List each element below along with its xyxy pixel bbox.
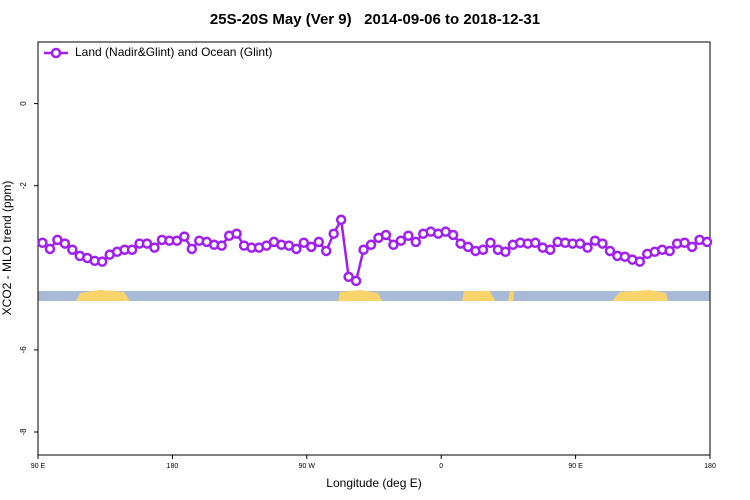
data-point	[149, 242, 160, 253]
data-point	[365, 239, 377, 251]
data-point	[544, 244, 556, 255]
data-point	[574, 238, 586, 249]
land-patch	[462, 291, 495, 301]
land-patch	[612, 290, 668, 301]
data-point	[141, 238, 153, 249]
land-patch	[508, 291, 514, 301]
data-point	[477, 244, 489, 255]
legend-label: Land (Nadir&Glint) and Ocean (Glint)	[75, 45, 272, 59]
data-point	[59, 238, 71, 249]
land-patch	[338, 290, 382, 301]
data-point	[530, 237, 541, 249]
data-point	[597, 238, 608, 249]
data-point	[462, 241, 474, 253]
data-point	[634, 256, 646, 267]
data-point	[179, 231, 190, 242]
y-tick-label: -2	[19, 182, 28, 190]
data-point	[313, 236, 324, 248]
legend-marker	[50, 47, 62, 59]
data-point	[358, 244, 369, 255]
data-point	[395, 235, 407, 246]
data-point	[126, 244, 138, 255]
data-point	[186, 243, 198, 255]
x-tick-label: 0	[439, 463, 443, 470]
data-point	[298, 237, 310, 249]
data-point	[350, 275, 362, 287]
data-point	[380, 229, 392, 241]
x-tick-label: 90 E	[568, 463, 583, 470]
data-point	[604, 245, 616, 257]
x-tick-label: 180	[167, 463, 179, 470]
data-point	[582, 242, 593, 253]
data-point	[306, 241, 317, 253]
data-point	[485, 237, 496, 249]
x-tick-label: 90 W	[299, 463, 316, 470]
data-point	[44, 243, 56, 255]
data-point	[686, 241, 698, 253]
data-point	[96, 256, 108, 267]
data-point	[328, 228, 339, 239]
land-mask	[38, 290, 710, 301]
x-tick-label: 180	[704, 463, 716, 470]
y-tick-label: -6	[19, 346, 28, 354]
plot-frame	[37, 41, 711, 456]
data-point	[388, 239, 399, 251]
data-point	[335, 214, 347, 226]
data-point	[679, 237, 690, 249]
data-point	[320, 245, 332, 257]
data-point	[447, 229, 459, 241]
data-point	[291, 243, 302, 255]
data-point	[67, 244, 78, 255]
data-point	[403, 230, 414, 242]
y-axis-label: XCO2 - MLO trend (ppm)	[0, 181, 14, 316]
y-tick-label: 0	[19, 101, 28, 106]
y-tick-label: -8	[19, 428, 28, 436]
data-point	[664, 245, 675, 257]
data-point	[37, 237, 48, 249]
data-point	[343, 271, 354, 283]
x-tick-label: 90 E	[31, 463, 46, 470]
chart-title: 25S-20S May (Ver 9) 2014-09-06 to 2018-1…	[210, 11, 540, 28]
land-patch	[76, 290, 130, 301]
data-point	[410, 236, 422, 248]
data-point	[171, 235, 183, 246]
data-point	[231, 228, 242, 239]
x-axis-label: Longitude (deg E)	[326, 476, 421, 490]
data-point	[216, 240, 227, 251]
data-point	[701, 236, 713, 248]
data-point	[500, 246, 511, 258]
